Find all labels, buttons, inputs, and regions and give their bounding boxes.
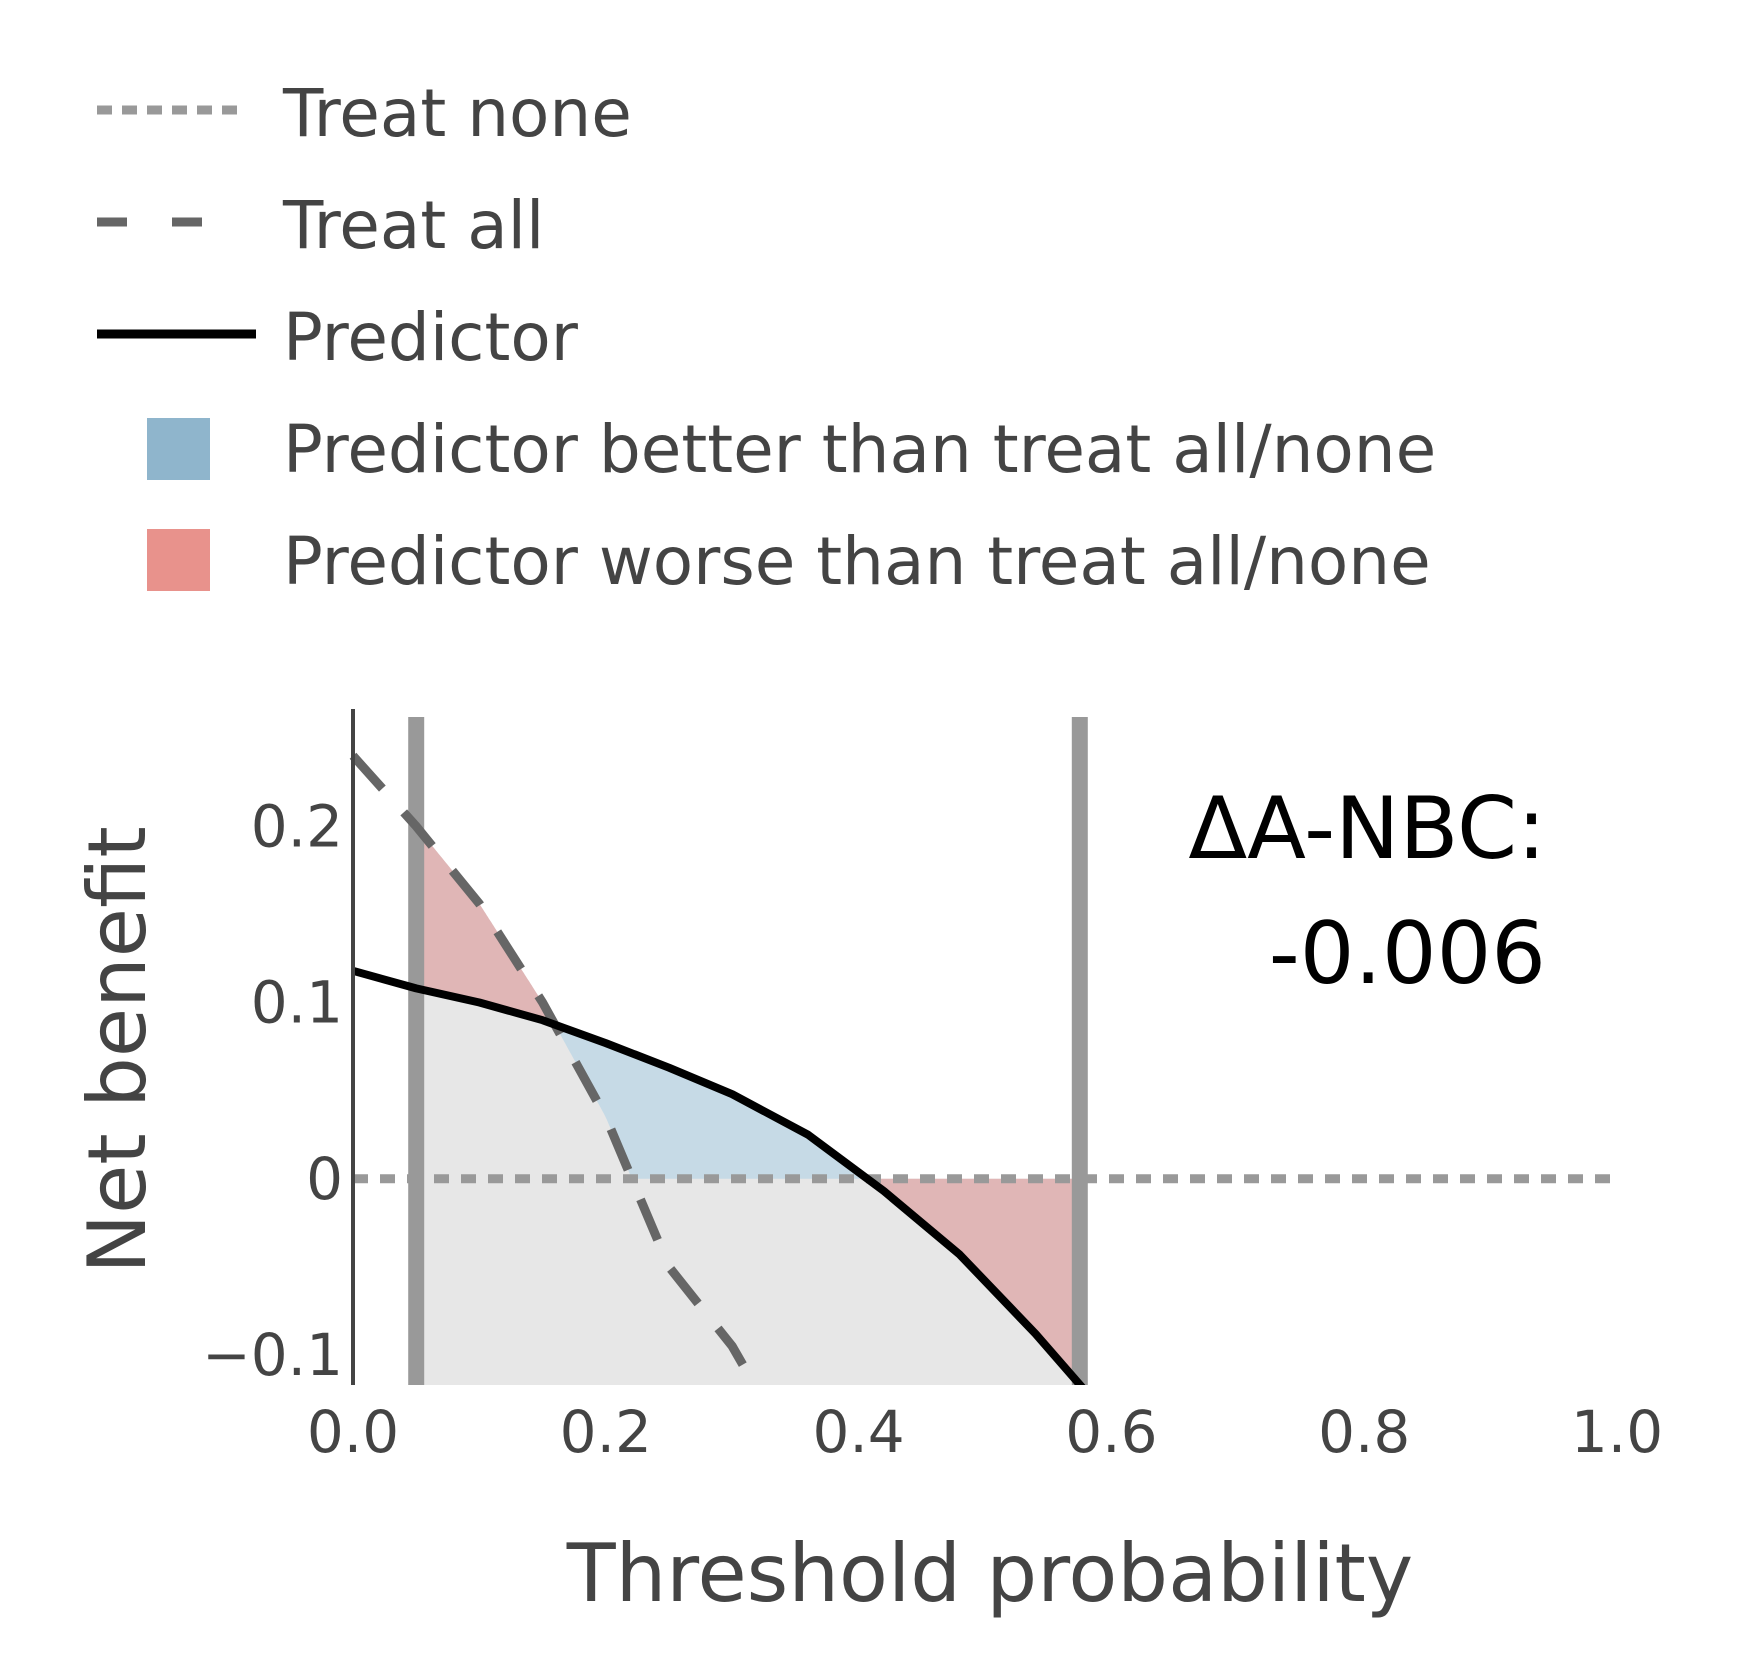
y-axis-title: Net benefit (71, 826, 164, 1274)
y-tick-label: 0 (306, 1145, 343, 1213)
legend-label-predictor: Predictor (283, 299, 579, 376)
y-tick-label: 0.1 (251, 969, 343, 1037)
x-tick-label: 1.0 (1571, 1398, 1663, 1466)
series-line-predictor (351, 966, 1086, 1385)
legend-item-treat-all: Treat all (97, 187, 544, 264)
legend-swatch-better (147, 418, 210, 480)
x-tick-label: 0.2 (560, 1398, 652, 1466)
annotation-label: ΔA-NBC: (1188, 779, 1546, 879)
annotation-value: -0.006 (1269, 904, 1546, 1004)
x-tick-label: 0.6 (1065, 1398, 1157, 1466)
legend-label-treat-all: Treat all (282, 187, 544, 264)
region-worse-right (867, 1178, 1080, 1385)
legend-label-worse: Predictor worse than treat all/none (283, 523, 1431, 600)
y-axis-ticks: 0.2 0.1 0 −0.1 (202, 792, 343, 1389)
y-tick-label: −0.1 (202, 1321, 343, 1389)
plot-area (349, 717, 1617, 1385)
x-axis-title: Threshold probability (566, 1527, 1414, 1620)
legend-label-better: Predictor better than treat all/none (283, 411, 1436, 488)
legend: Treat none Treat all Predictor Predictor… (97, 75, 1436, 600)
legend-item-better: Predictor better than treat all/none (147, 411, 1436, 488)
x-tick-label: 0.8 (1318, 1398, 1410, 1466)
legend-swatch-worse (147, 529, 210, 591)
x-tick-label: 0.4 (812, 1398, 904, 1466)
region-better (554, 1024, 868, 1179)
x-tick-label: 0.0 (307, 1398, 399, 1466)
y-tick-label: 0.2 (251, 792, 343, 860)
x-axis-ticks: 0.0 0.2 0.4 0.6 0.8 1.0 (307, 1398, 1663, 1466)
series-line-treat-all (349, 752, 760, 1385)
legend-item-treat-none: Treat none (97, 75, 632, 152)
legend-item-worse: Predictor worse than treat all/none (147, 523, 1431, 600)
legend-item-predictor: Predictor (97, 299, 579, 376)
legend-label-treat-none: Treat none (282, 75, 632, 152)
